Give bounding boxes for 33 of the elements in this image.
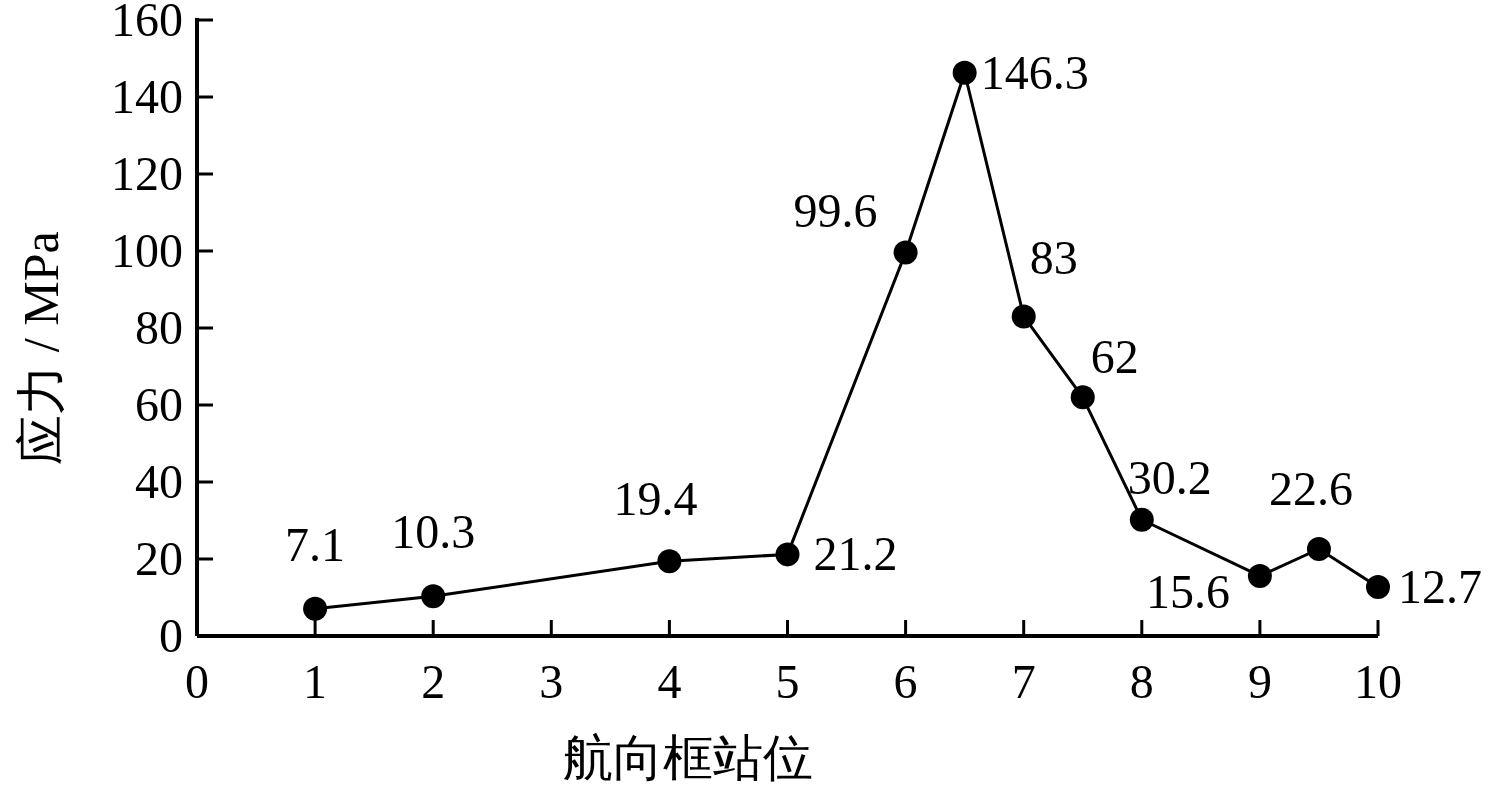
y-tick-label: 60 [135, 378, 183, 431]
y-tick-label: 0 [159, 609, 183, 662]
point [303, 596, 328, 621]
y-tick-label: 80 [135, 301, 183, 354]
y-tick-label: 100 [111, 224, 183, 277]
x-tick-label: 6 [893, 655, 918, 708]
x-tick-label: 5 [775, 655, 800, 708]
x-tick-label: 9 [1247, 655, 1272, 708]
point [775, 542, 800, 567]
ylabel: 应力 / MPa [13, 231, 69, 465]
y-tick-label: 20 [135, 532, 183, 585]
point [1129, 507, 1154, 532]
point [421, 584, 446, 609]
point [952, 60, 977, 85]
point [1247, 563, 1272, 588]
y-tick-label: 120 [111, 147, 183, 200]
point [893, 240, 918, 265]
x-tick-label: 4 [657, 655, 682, 708]
x-tick-label: 3 [539, 655, 564, 708]
point [1070, 385, 1095, 410]
point [1366, 575, 1390, 600]
point [657, 549, 682, 574]
point [1011, 304, 1036, 329]
y-tick-label: 140 [111, 70, 183, 123]
x-tick-label: 7 [1011, 655, 1036, 708]
x-tick-label: 2 [421, 655, 446, 708]
y-tick-label: 160 [111, 0, 183, 46]
x-tick-label: 10 [1354, 655, 1402, 708]
xlabel: 航向框站位 [562, 730, 813, 786]
x-tick-label: 1 [303, 655, 328, 708]
x-tick-label: 8 [1129, 655, 1154, 708]
y-tick-label: 40 [135, 455, 183, 508]
point [1306, 536, 1331, 561]
